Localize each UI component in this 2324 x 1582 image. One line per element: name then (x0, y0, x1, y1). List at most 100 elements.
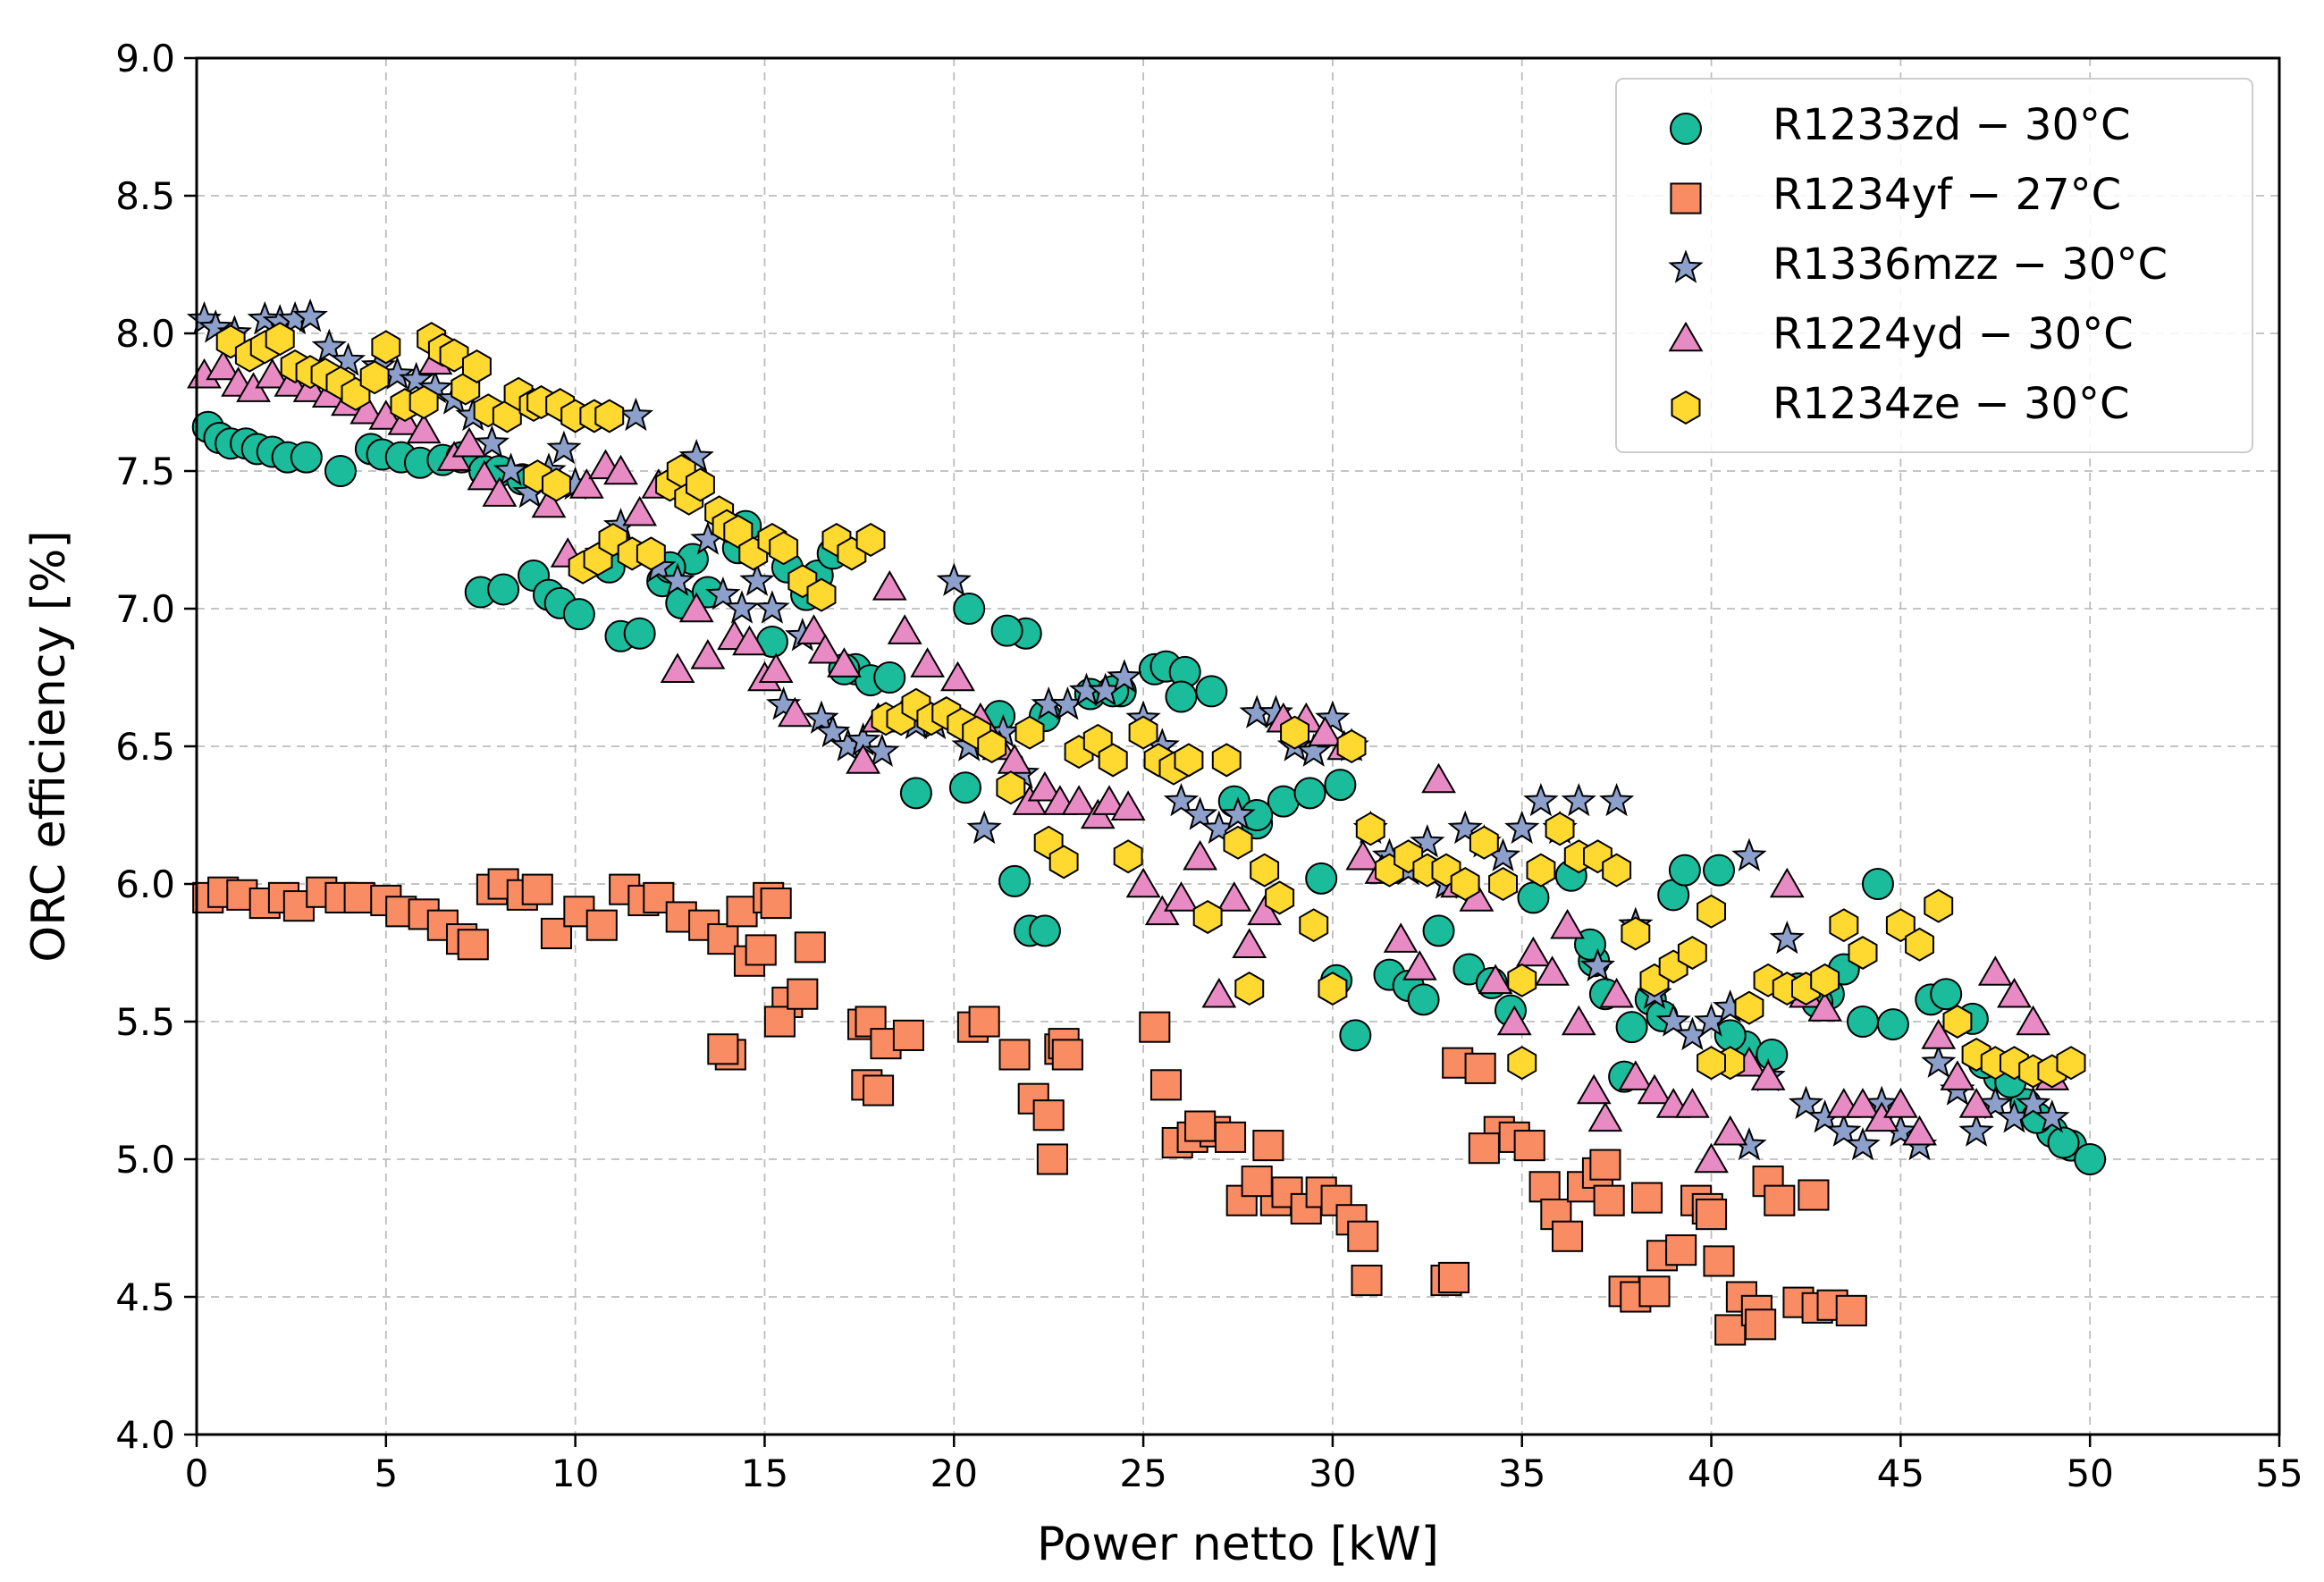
data-point (936, 562, 972, 596)
data-point (1250, 853, 1280, 888)
data-point (546, 430, 582, 465)
data-point (998, 1039, 1031, 1071)
data-point (1587, 1101, 1623, 1132)
legend-marker (1671, 390, 1701, 425)
data-point (1110, 790, 1146, 820)
legend-box (1615, 78, 2253, 453)
legend-marker (1668, 321, 1704, 352)
data-point (827, 647, 862, 677)
data-point (585, 909, 618, 941)
data-point (1165, 680, 1198, 713)
data-point (846, 744, 881, 774)
data-point (739, 562, 775, 596)
data-point (1265, 880, 1295, 915)
data-point (398, 361, 434, 396)
data-point (2015, 1085, 2051, 1120)
data-point (1091, 785, 1127, 815)
data-point (1280, 715, 1309, 750)
x-tick-label: 0 (185, 1452, 209, 1495)
data-point (1252, 1130, 1284, 1162)
data-point (568, 468, 604, 499)
data-point (887, 614, 922, 644)
data-point (439, 338, 469, 373)
y-tick-label: 7.0 (115, 587, 175, 631)
x-tick-label: 5 (374, 1452, 398, 1495)
data-point (745, 934, 777, 966)
data-point (1731, 837, 1767, 871)
x-tick-label: 50 (2066, 1452, 2113, 1495)
data-point (1861, 868, 1894, 900)
data-point (723, 514, 754, 549)
x-tick-label: 15 (741, 1452, 788, 1495)
data-point (769, 531, 799, 566)
data-point (1048, 845, 1079, 879)
data-point (807, 633, 843, 664)
data-point (1750, 1060, 1786, 1090)
data-point (1637, 1073, 1672, 1105)
data-point (1201, 977, 1237, 1008)
y-tick-label: 8.0 (115, 312, 175, 356)
data-point (1677, 936, 1707, 970)
data-point (1977, 1085, 2013, 1120)
x-tick-label: 35 (1498, 1452, 1545, 1495)
data-point (855, 522, 886, 558)
data-point (1232, 928, 1267, 958)
data-point (910, 647, 946, 677)
data-point (678, 592, 714, 623)
data-point (1164, 881, 1199, 912)
data-point (1513, 1130, 1545, 1162)
data-point (1713, 1115, 1748, 1146)
data-point (726, 896, 758, 928)
data-point (1930, 978, 1963, 1011)
data-point (493, 452, 529, 486)
data-point (660, 562, 695, 596)
data-point (1845, 1126, 1881, 1161)
data-point (1336, 728, 1367, 764)
data-point (1734, 990, 1764, 1025)
legend-label: R1336mzz − 30°C (1772, 240, 2168, 290)
data-point (457, 929, 489, 961)
data-point (371, 330, 401, 365)
data-point (1182, 796, 1218, 830)
data-point (1615, 1011, 1648, 1044)
data-point (1756, 1038, 1789, 1071)
legend: R1233zd − 30°C R1234yf − 27°C R1336mzz − 3… (1615, 78, 2253, 453)
data-point (1655, 1003, 1691, 1037)
x-tick-label: 40 (1688, 1452, 1735, 1495)
data-point (1468, 1132, 1500, 1165)
data-point (290, 441, 323, 474)
legend-label: R1233zd − 30°C (1772, 100, 2131, 150)
y-tick-label: 8.5 (115, 174, 175, 218)
data-point (1247, 895, 1283, 926)
data-point (562, 598, 595, 631)
data-point (206, 349, 241, 381)
data-point (1345, 839, 1381, 871)
data-point (948, 771, 981, 804)
x-tick-label: 30 (1309, 1452, 1356, 1495)
data-point (1958, 1113, 1994, 1147)
data-point (1526, 853, 1556, 888)
y-tick-label: 5.5 (115, 1000, 175, 1044)
data-point (1535, 955, 1570, 986)
data-point (1174, 743, 1204, 778)
data-point (1807, 991, 1843, 1022)
data-point (1810, 963, 1840, 997)
data-point (330, 342, 366, 376)
data-point (1528, 1171, 1561, 1203)
data-point (814, 713, 851, 748)
data-point (1028, 914, 1061, 947)
y-tick-label: 7.5 (115, 450, 175, 493)
data-point (1507, 963, 1537, 997)
data-point (660, 652, 695, 683)
data-point (1149, 1069, 1183, 1101)
data-point (996, 770, 1026, 805)
data-point (462, 349, 492, 383)
data-point (1308, 716, 1343, 746)
data-point (806, 577, 837, 612)
series-2 (192, 868, 1867, 1346)
series-5 (215, 322, 2086, 1089)
data-point (1496, 1005, 1532, 1036)
data-point (758, 652, 794, 683)
data-point (487, 573, 520, 606)
data-point (1921, 1019, 1957, 1049)
